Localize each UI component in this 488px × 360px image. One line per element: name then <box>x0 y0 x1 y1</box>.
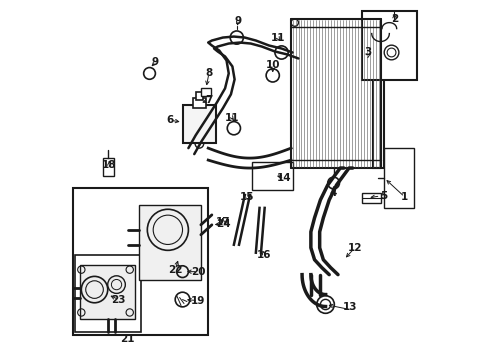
Text: 8: 8 <box>205 68 212 78</box>
Text: 23: 23 <box>111 294 126 305</box>
Text: 5: 5 <box>380 191 387 201</box>
Bar <box>195 92 203 100</box>
Text: 9: 9 <box>234 15 242 26</box>
Text: 3: 3 <box>364 48 371 58</box>
Bar <box>103 158 113 176</box>
Text: 6: 6 <box>166 115 173 125</box>
Text: 20: 20 <box>190 267 205 276</box>
Bar <box>80 265 135 319</box>
Bar <box>252 162 292 190</box>
Bar <box>192 98 205 108</box>
Text: 18: 18 <box>102 160 116 170</box>
Bar <box>138 205 201 280</box>
Text: 13: 13 <box>342 302 356 311</box>
Bar <box>75 255 141 332</box>
Bar <box>362 11 416 80</box>
Text: 22: 22 <box>167 265 182 275</box>
Text: 16: 16 <box>256 250 271 260</box>
Text: 2: 2 <box>390 14 397 24</box>
Text: 9: 9 <box>152 58 159 67</box>
Text: 21: 21 <box>120 334 135 345</box>
Text: 12: 12 <box>347 243 362 253</box>
Text: 24: 24 <box>216 219 230 229</box>
Bar <box>182 105 215 143</box>
Bar <box>201 88 211 96</box>
Bar <box>362 193 380 203</box>
Text: 19: 19 <box>190 296 204 306</box>
Text: 14: 14 <box>277 173 291 183</box>
Bar <box>384 148 413 208</box>
Text: 4: 4 <box>329 188 337 198</box>
Bar <box>372 19 384 168</box>
Text: 7: 7 <box>205 95 212 105</box>
Text: 1: 1 <box>400 192 407 202</box>
Text: 10: 10 <box>265 60 280 71</box>
Text: 15: 15 <box>239 192 254 202</box>
Text: 17: 17 <box>215 217 230 227</box>
Text: 11: 11 <box>270 32 285 42</box>
Text: 11: 11 <box>224 113 239 123</box>
Bar <box>72 188 208 336</box>
